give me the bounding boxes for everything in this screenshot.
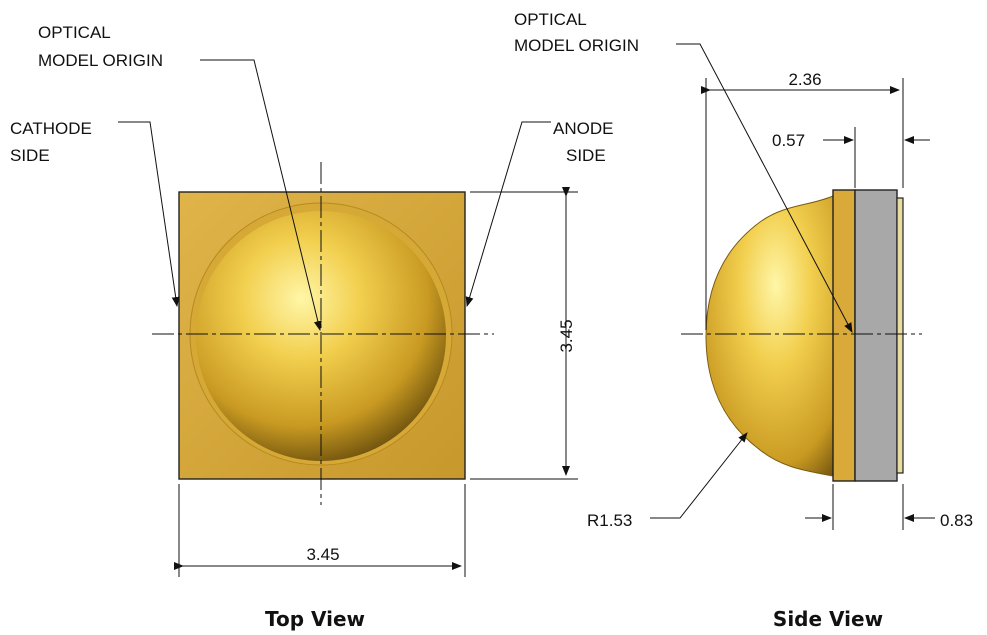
side-view-title: Side View [773, 607, 883, 631]
side-view-optical-origin-line1: OPTICAL [514, 10, 587, 29]
side-view-radius-value: R1.53 [587, 511, 632, 530]
cathode-label-line1: CATHODE [10, 119, 92, 138]
anode-label-line1: ANODE [553, 119, 613, 138]
side-view-optical-origin-leader [676, 43, 853, 333]
side-view-length-value: 2.36 [788, 70, 821, 89]
anode-label-line2: SIDE [566, 146, 606, 165]
side-view-offset-value: 0.57 [772, 131, 805, 150]
top-view-height-value: 3.45 [557, 319, 576, 352]
side-view: 2.36 0.57 OPTICAL MODEL ORIGIN R1.53 0.8… [514, 10, 973, 631]
top-view-width-value: 3.45 [306, 545, 339, 564]
side-view-substrate [854, 189, 898, 482]
top-view-optical-origin-line1: OPTICAL [38, 23, 111, 42]
top-view-optical-origin-line2: MODEL ORIGIN [38, 51, 163, 70]
top-view-optical-origin-leader [200, 59, 322, 331]
top-view-title: Top View [265, 607, 365, 631]
side-view-dome [705, 195, 834, 477]
side-view-pad [896, 197, 904, 474]
cathode-leader [118, 121, 180, 307]
side-view-radius-leader [650, 432, 748, 519]
top-view: 3.45 3.45 OPTICAL MODEL ORIGIN CATHODE S… [10, 23, 613, 631]
side-view-optical-origin-line2: MODEL ORIGIN [514, 36, 639, 55]
side-view-thickness-value: 0.83 [940, 511, 973, 530]
anode-leader [465, 121, 551, 307]
cathode-label-line2: SIDE [10, 146, 50, 165]
side-view-ceramic-plate [832, 189, 856, 482]
